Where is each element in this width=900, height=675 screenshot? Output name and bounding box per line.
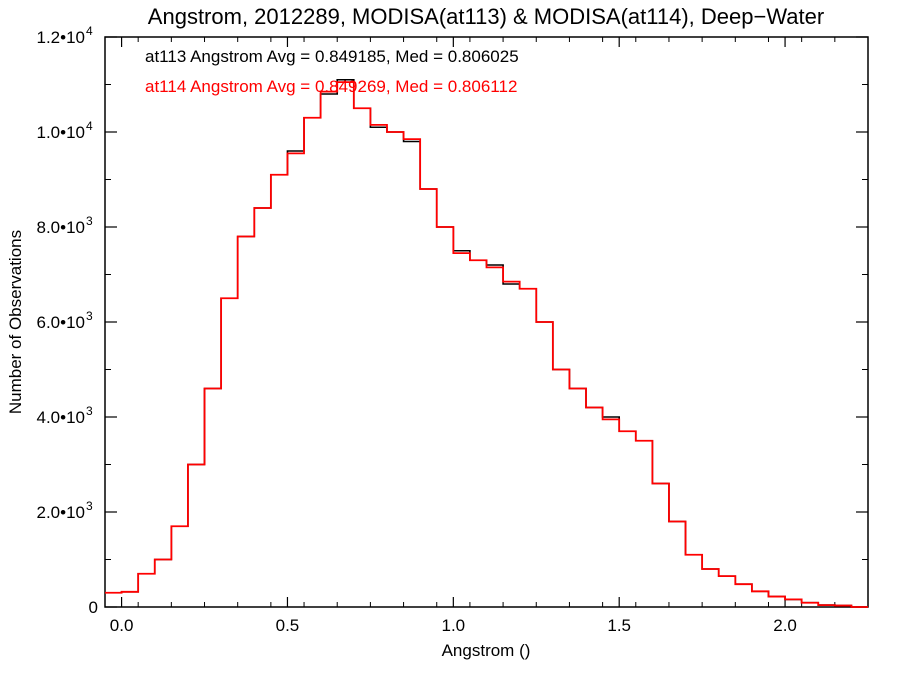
annotation-at113: at113 Angstrom Avg = 0.849185, Med = 0.8… xyxy=(145,47,519,66)
annotation-at114: at114 Angstrom Avg = 0.849269, Med = 0.8… xyxy=(145,77,517,96)
series-line-0 xyxy=(105,78,868,608)
y-tick-mantissa: 1.2•10 xyxy=(37,28,86,47)
plot-frame xyxy=(104,36,869,608)
y-tick-label: 1.2•10 xyxy=(37,28,86,47)
y-tick-exponent: 4 xyxy=(86,24,93,38)
y-tick-mantissa: 6.0•10 xyxy=(37,313,86,332)
series-line-1 xyxy=(105,81,868,608)
annotations: at113 Angstrom Avg = 0.849185, Med = 0.8… xyxy=(145,47,519,96)
y-tick-label: 1.0•10 xyxy=(37,123,86,142)
y-tick-exponent: 3 xyxy=(86,499,93,513)
x-tick-label: 2.0 xyxy=(773,616,797,635)
x-axis-label: Angstrom () xyxy=(442,641,531,660)
x-tick-label: 0.0 xyxy=(110,616,134,635)
x-tick-label: 1.0 xyxy=(442,616,466,635)
y-tick-mantissa: 4.0•10 xyxy=(37,408,86,427)
chart-title: Angstrom, 2012289, MODISA(at113) & MODIS… xyxy=(148,4,824,29)
y-tick-mantissa: 2.0•10 xyxy=(37,503,86,522)
y-tick-label: 2.0•10 xyxy=(37,503,86,522)
y-tick-exponent: 3 xyxy=(86,404,93,418)
y-tick-mantissa: 1.0•10 xyxy=(37,123,86,142)
y-axis-label: Number of Observations xyxy=(6,230,25,414)
y-tick-exponent: 3 xyxy=(86,309,93,323)
series-layer xyxy=(105,78,868,608)
y-tick-label: 4.0•10 xyxy=(37,408,86,427)
y-tick-label: 8.0•10 xyxy=(37,218,86,237)
y-tick-label: 6.0•10 xyxy=(37,313,86,332)
y-tick-exponent: 3 xyxy=(86,214,93,228)
y-tick-mantissa: 8.0•10 xyxy=(37,218,86,237)
y-tick-label: 0 xyxy=(89,598,98,617)
axis-ticks: 0.0 0.5 1.0 1.5 2.002.0•10 34.0•10 36.0•10 38.0… xyxy=(37,24,869,635)
y-tick-mantissa: 0 xyxy=(89,598,98,617)
y-tick-exponent: 4 xyxy=(86,119,93,133)
x-tick-label: 0.5 xyxy=(276,616,300,635)
x-tick-label: 1.5 xyxy=(607,616,631,635)
